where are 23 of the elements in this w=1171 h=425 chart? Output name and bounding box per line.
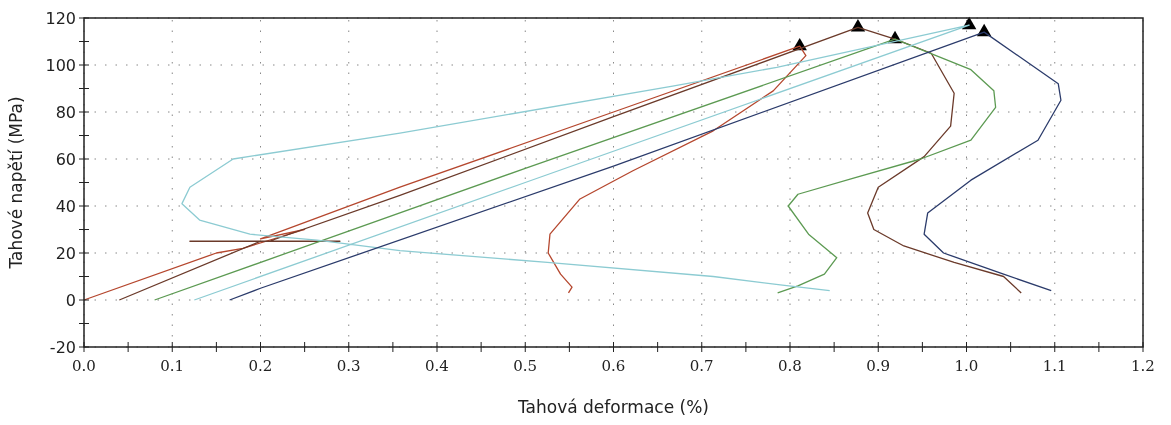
x-tick-label: 0.0 [72,357,96,375]
x-tick-label: 0.6 [601,357,626,375]
x-axis-title: Tahová deformace (%) [517,397,709,417]
x-tick-label: 0.3 [336,357,361,375]
y-tick-label: 20 [55,244,76,263]
y-tick-label: 40 [55,197,76,216]
x-tick-label: 1.0 [954,357,979,375]
x-tick-label: 1.1 [1042,357,1067,375]
x-tick-label: 1.2 [1131,357,1155,375]
x-tick-label: 0.4 [425,357,449,375]
x-tick-label: 0.5 [513,357,538,375]
x-tick-label: 0.7 [689,357,714,375]
x-tick-label: 0.1 [160,357,185,375]
x-tick-label: 0.8 [778,357,802,375]
x-tick-label: 0.2 [248,357,273,375]
y-tick-label: 80 [55,103,76,122]
y-tick-label: 0 [65,291,76,310]
x-tick-label: 0.9 [866,357,891,375]
y-tick-label: 60 [55,150,76,169]
y-tick-label: 100 [45,56,76,75]
y-tick-label: -20 [49,338,76,357]
y-tick-label: 120 [45,9,76,28]
y-axis-title: Tahové napětí (MPa) [6,96,26,270]
